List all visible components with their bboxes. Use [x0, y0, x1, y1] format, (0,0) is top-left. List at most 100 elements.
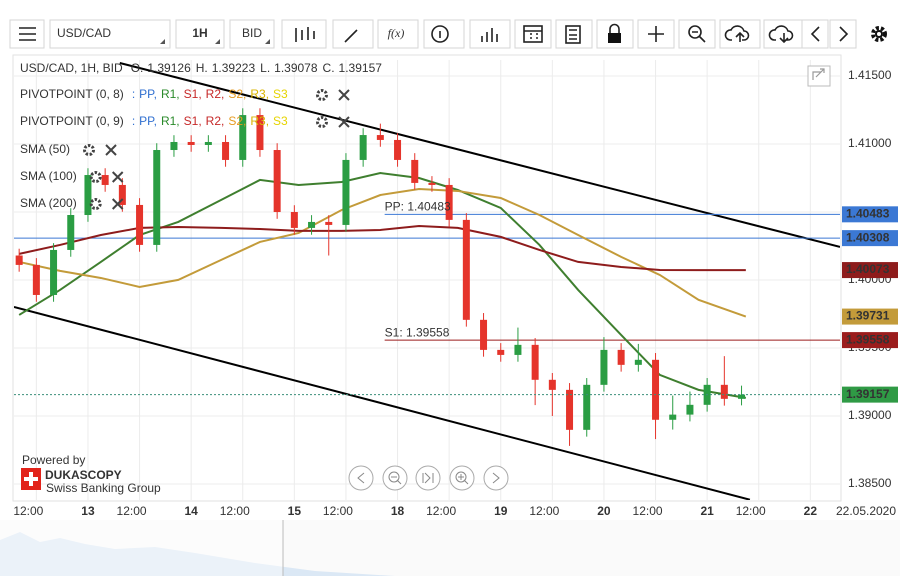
- sma-controls[interactable]: [89, 198, 124, 210]
- y-tick-label: 1.39000: [848, 408, 892, 422]
- level-price-label-bg: [842, 332, 898, 349]
- period: 1H: [192, 26, 207, 40]
- candle-body: [376, 135, 384, 140]
- legend-text: 1.39078: [274, 61, 318, 75]
- settings-icon: [89, 198, 102, 210]
- pivot-controls[interactable]: [316, 89, 350, 101]
- symbol-select[interactable]: USD/CAD: [49, 19, 171, 49]
- x-tick-label: 22: [804, 504, 818, 518]
- settings-icon: [83, 144, 96, 156]
- zoom-in[interactable]: [449, 465, 475, 491]
- download-button[interactable]: [763, 19, 805, 49]
- sma-price-label: 1.40073: [846, 262, 890, 276]
- crosshair-button[interactable]: [637, 19, 675, 49]
- legend-text: PP,: [139, 87, 157, 101]
- sma-line: [18, 188, 747, 318]
- x-tick-label: 20: [597, 504, 611, 518]
- settings-icon: [316, 116, 328, 128]
- toolbar: USD/CAD 1H BID f(x): [0, 0, 900, 50]
- candle-body: [359, 135, 367, 160]
- brand-name: DUKASCOPY: [45, 468, 122, 482]
- candle-body: [462, 219, 470, 320]
- legend-text: R1,: [161, 114, 180, 128]
- chart-type-button[interactable]: [281, 19, 327, 49]
- candle-body: [308, 221, 316, 228]
- zoom-out[interactable]: [382, 465, 408, 491]
- candle-body: [600, 349, 608, 385]
- pivot-controls[interactable]: [316, 116, 350, 128]
- navigator-mask: [0, 520, 283, 576]
- candle-body: [514, 344, 522, 355]
- remove-icon: [111, 171, 124, 183]
- sma-controls[interactable]: [83, 144, 117, 156]
- side-select[interactable]: BID: [229, 19, 275, 49]
- sma-controls[interactable]: [89, 171, 124, 183]
- level-label: PP: 1.40483: [385, 199, 451, 213]
- info-button[interactable]: [423, 19, 465, 49]
- period-select[interactable]: 1H: [175, 19, 225, 49]
- candle-body: [101, 175, 109, 185]
- brand-tagline: Swiss Banking Group: [46, 481, 161, 495]
- legend-text: PP,: [139, 114, 157, 128]
- menu-button[interactable]: [9, 19, 45, 49]
- legend-text: R3,: [250, 114, 269, 128]
- calculator-button[interactable]: [555, 19, 593, 49]
- candle-body: [686, 404, 694, 415]
- legend-text: S3: [273, 87, 288, 101]
- legend-entry: SMA (100): [20, 169, 77, 183]
- settings-icon: [316, 89, 328, 101]
- legend-text: 1.39157: [339, 61, 383, 75]
- legend-text: R1,: [161, 87, 180, 101]
- candle-body: [342, 159, 350, 225]
- y-tick-label: 1.41500: [848, 68, 892, 82]
- level-label: S1: 1.39558: [385, 325, 450, 339]
- remove-icon: [105, 144, 117, 156]
- plot-frame: [12, 54, 842, 502]
- legend-text: PIVOTPOINT (0, 8): [20, 87, 124, 101]
- level-price-label-bg: [842, 230, 898, 247]
- legend-text: S1,: [184, 87, 202, 101]
- indicators-button[interactable]: f(x): [377, 19, 419, 49]
- candle-body: [394, 139, 402, 160]
- legend-text: C.: [323, 61, 335, 75]
- current-price-label: 1.39157: [846, 387, 890, 401]
- fit[interactable]: [415, 465, 441, 491]
- candle-body: [652, 359, 660, 420]
- previous-button[interactable]: [801, 19, 829, 49]
- symbol: USD/CAD: [57, 26, 111, 40]
- pivot-legend: PIVOTPOINT (0, 8): PP, R1, S1, R2, S2, R3, S3: [20, 87, 288, 101]
- scroll-left[interactable]: [348, 465, 374, 491]
- candle-body: [290, 212, 298, 228]
- settings-icon: [89, 171, 102, 183]
- level-price-label-bg: [842, 206, 898, 223]
- candle-body: [669, 414, 677, 420]
- next-button[interactable]: [829, 19, 857, 49]
- candle-body: [617, 349, 625, 365]
- y-tick-label: 1.41000: [848, 136, 892, 150]
- zoom-button[interactable]: [678, 19, 716, 49]
- calendar-button[interactable]: [514, 19, 552, 49]
- draw-button[interactable]: [332, 19, 374, 49]
- candle-body: [222, 141, 230, 160]
- scroll-right[interactable]: [483, 465, 509, 491]
- bars-button[interactable]: [469, 19, 511, 49]
- candle-body: [428, 182, 436, 185]
- candle-body: [566, 389, 574, 430]
- popout-button[interactable]: [807, 65, 831, 87]
- legend-title: USD/CAD, 1H, BID O. 1.39126 H. 1.39223 L. 1.39…: [20, 61, 382, 75]
- candle-body: [136, 204, 144, 245]
- side: BID: [242, 26, 262, 40]
- level-price-label: 1.39558: [846, 332, 890, 346]
- upload-button[interactable]: [719, 19, 761, 49]
- plot-area: [14, 62, 840, 500]
- legend-text: H.: [196, 61, 208, 75]
- trendline: [14, 305, 751, 500]
- settings-button[interactable]: [871, 26, 887, 42]
- candle-body: [445, 184, 453, 220]
- navigator: [0, 520, 900, 576]
- candle-body: [583, 384, 591, 430]
- legend-text: 1.39126: [147, 61, 191, 75]
- lock-button[interactable]: [596, 19, 634, 49]
- candle-body: [256, 115, 264, 151]
